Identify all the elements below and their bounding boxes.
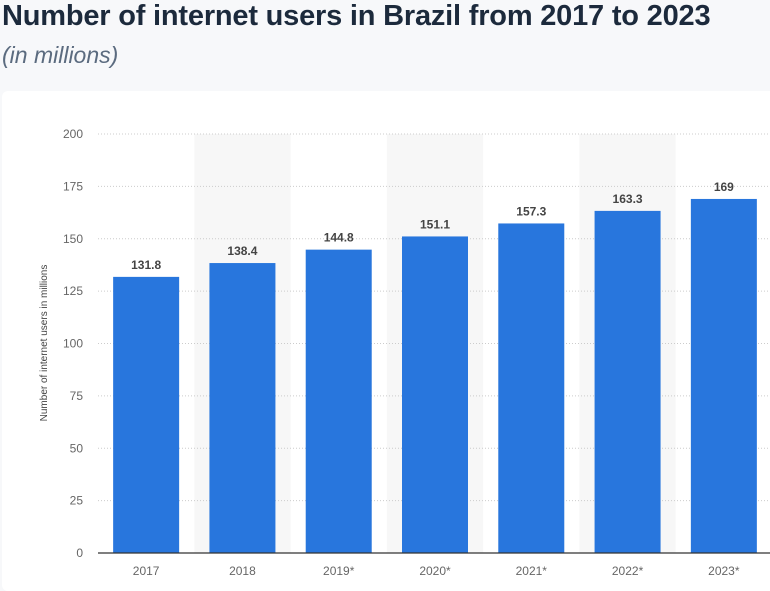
y-tick-label: 150	[63, 232, 83, 246]
bar-2021	[498, 223, 565, 554]
y-tick-label: 200	[63, 127, 83, 141]
bar-2022	[594, 210, 661, 553]
x-tick-label: 2023*	[708, 564, 740, 578]
chart-title: Number of internet users in Brazil from …	[2, 0, 711, 32]
data-label: 169	[714, 180, 734, 194]
y-tick-label: 100	[63, 337, 83, 351]
y-axis-label: Number of internet users in millions	[39, 265, 50, 422]
y-tick-label: 25	[70, 494, 84, 508]
bar-2020	[402, 236, 468, 553]
x-tick-label: 2022*	[612, 564, 644, 578]
bar-2017	[113, 276, 180, 553]
x-tick-label: 2021*	[516, 564, 548, 578]
x-tick-label: 2018	[229, 564, 256, 578]
bar-2023	[690, 198, 757, 553]
y-tick-label: 50	[70, 441, 84, 455]
data-label: 163.3	[613, 192, 643, 206]
data-label: 138.4	[227, 244, 257, 258]
y-tick-label: 75	[70, 389, 84, 403]
y-tick-label: 0	[76, 546, 83, 560]
bar-2019	[305, 249, 372, 554]
x-tick-label: 2020*	[419, 564, 451, 578]
y-tick-label: 175	[63, 179, 83, 193]
bar-2018	[209, 263, 276, 553]
x-tick-label: 2017	[133, 564, 160, 578]
data-label: 157.3	[516, 204, 546, 218]
data-label: 131.8	[131, 258, 161, 272]
bar-chart: 0 25 50 75 100 125 150 175 200 131.8 2017 138.4 2018…	[39, 127, 770, 578]
data-label: 151.1	[420, 217, 450, 231]
x-tick-label: 2019*	[323, 564, 355, 578]
chart-subtitle: (in millions)	[2, 42, 119, 68]
y-tick-label: 125	[63, 284, 83, 298]
data-label: 144.8	[324, 231, 354, 245]
